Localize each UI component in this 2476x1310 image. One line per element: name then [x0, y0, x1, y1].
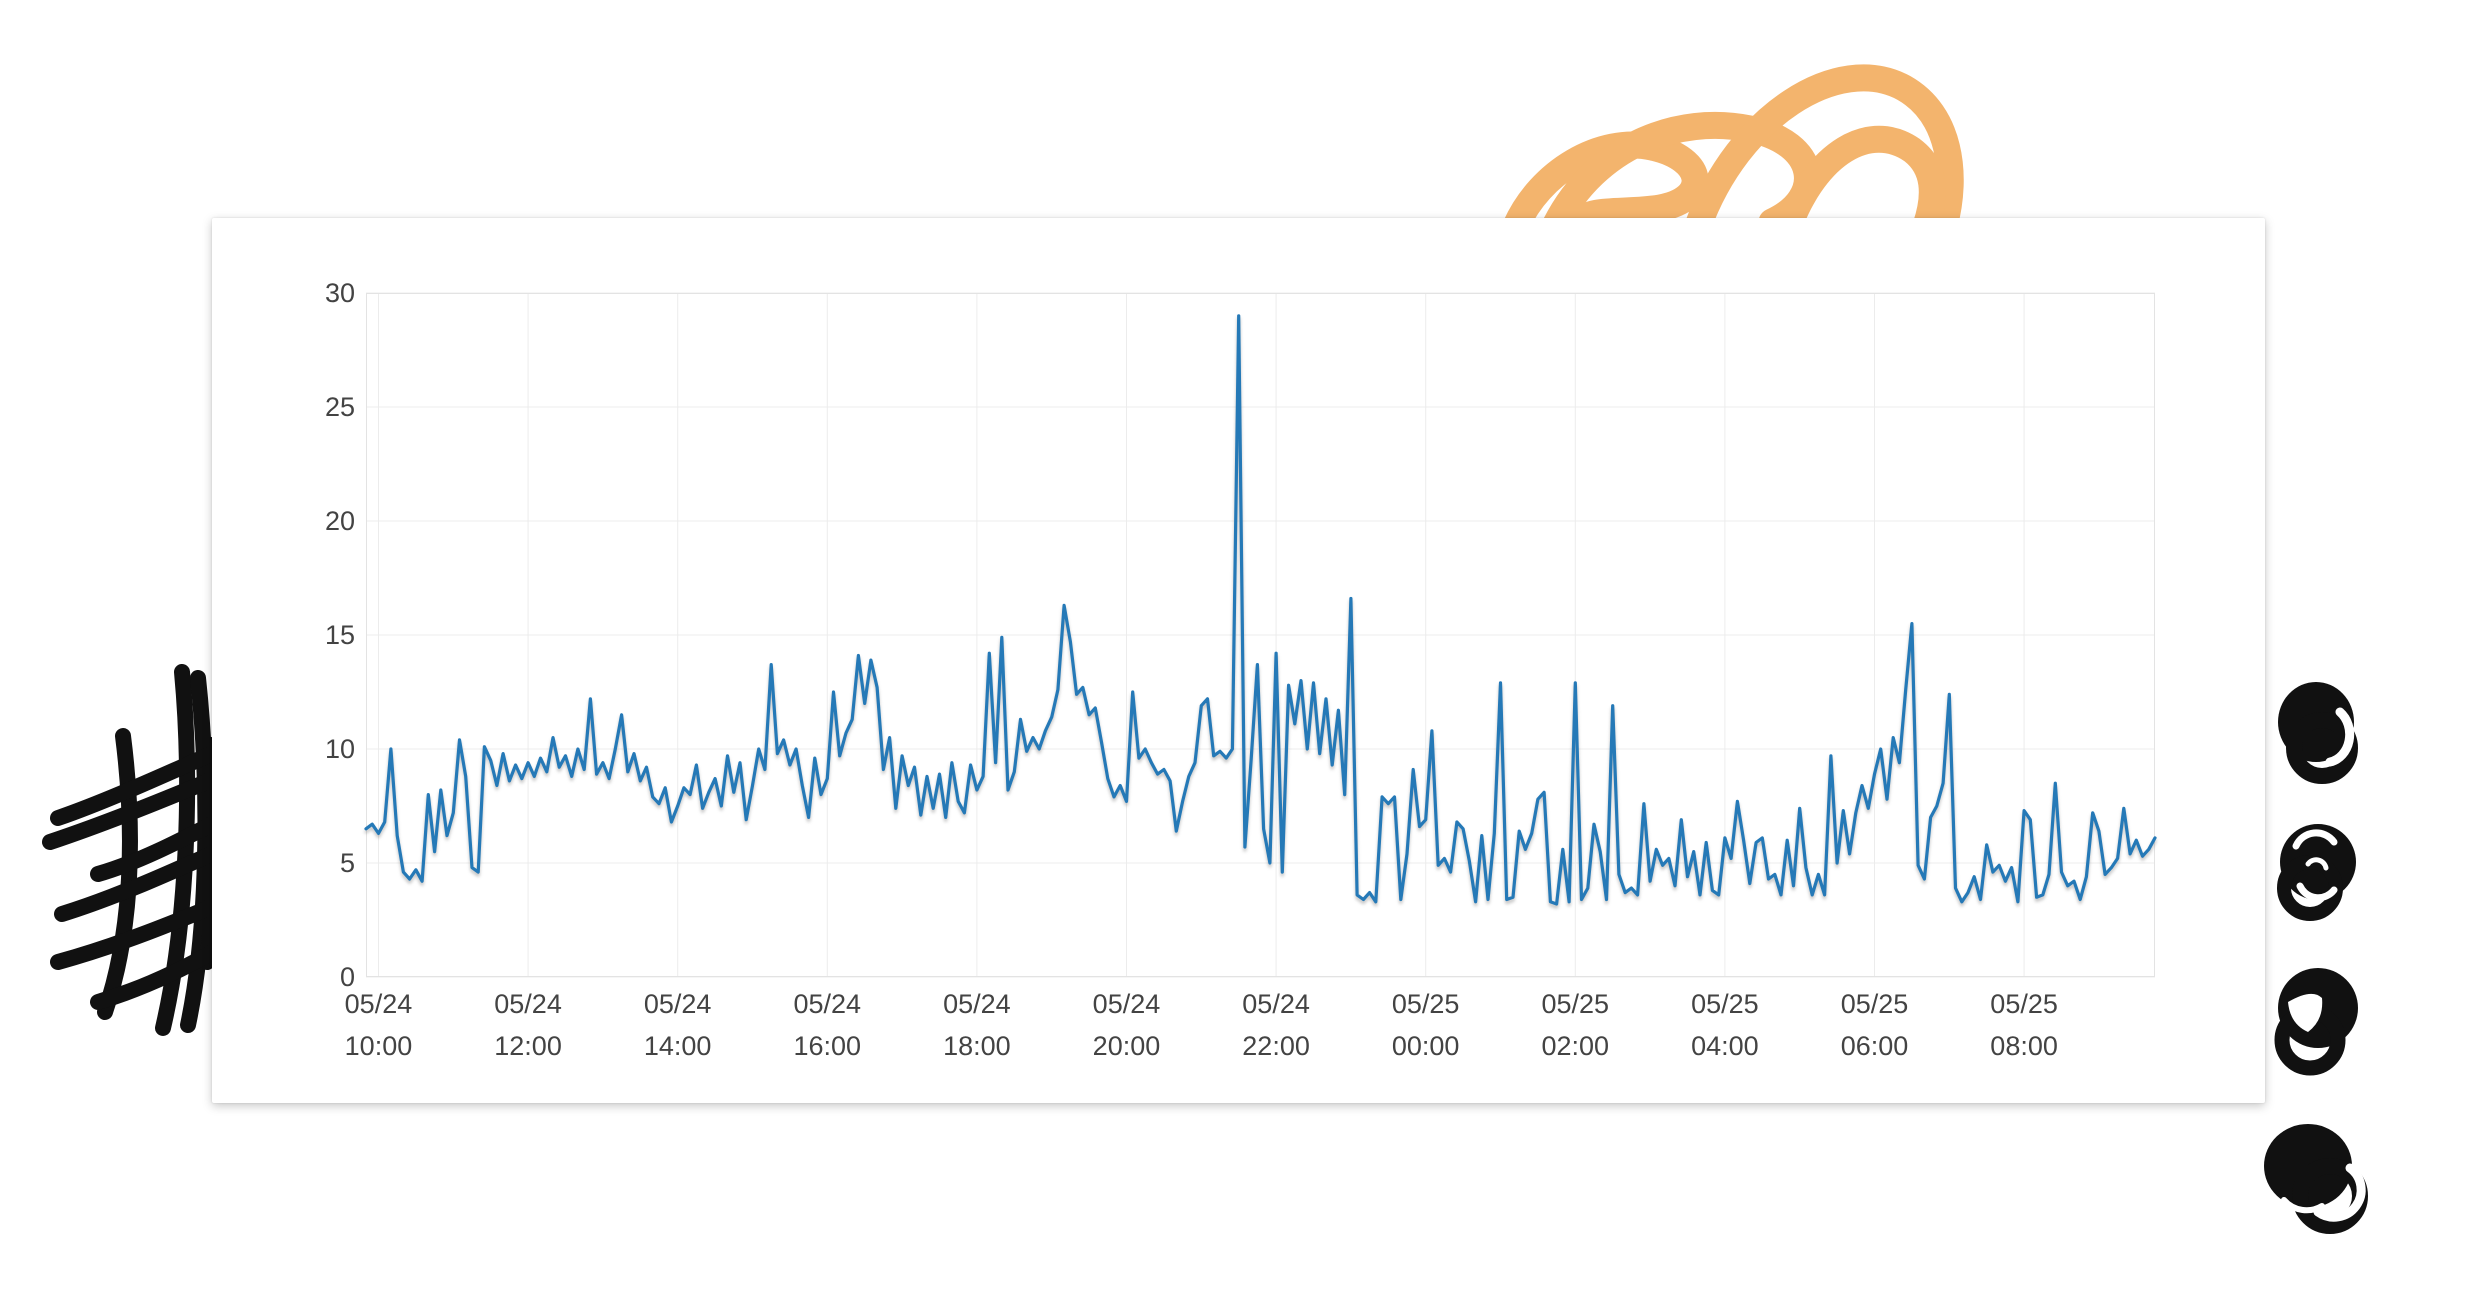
x-tick-date: 05/24 — [943, 989, 1011, 1019]
chart-plot-area[interactable] — [364, 292, 2157, 978]
x-tick-date: 05/24 — [1242, 989, 1310, 1019]
x-tick-time: 14:00 — [643, 1031, 712, 1061]
x-tick-time: 12:00 — [494, 1031, 562, 1061]
x-tick-time: 18:00 — [943, 1031, 1011, 1061]
x-tick-date: 05/24 — [344, 989, 413, 1019]
x-axis-tick-label: 05/24 12:00 — [453, 983, 603, 1067]
y-axis-label: 0 — [339, 962, 355, 992]
y-axis-label: 5 — [339, 848, 355, 878]
x-tick-date: 05/24 — [643, 989, 712, 1019]
black-blob-1 — [2278, 682, 2358, 784]
x-tick-date: 05/25 — [1691, 989, 1759, 1019]
y-axis-label: 15 — [324, 620, 355, 650]
x-axis-tick-label: 05/25 02:00 — [1500, 983, 1650, 1067]
x-tick-date: 05/24 — [494, 989, 562, 1019]
x-tick-date: 05/24 — [1092, 989, 1161, 1019]
x-tick-date: 05/25 — [1990, 989, 2058, 1019]
x-axis-tick-label: 05/24 16:00 — [752, 983, 902, 1067]
black-blob-4 — [2264, 1124, 2368, 1234]
plot-border — [366, 293, 2155, 977]
y-axis-label: 10 — [324, 734, 355, 764]
x-tick-date: 05/25 — [1391, 989, 1460, 1019]
x-tick-time: 10:00 — [344, 1031, 413, 1061]
black-blob-3 — [2274, 968, 2358, 1076]
x-axis-tick-label: 05/24 18:00 — [902, 983, 1052, 1067]
x-tick-time: 04:00 — [1691, 1031, 1759, 1061]
x-tick-time: 08:00 — [1990, 1031, 2058, 1061]
x-axis-tick-label: 05/24 14:00 — [603, 983, 753, 1067]
y-axis-label: 25 — [324, 392, 355, 422]
y-axis-label: 20 — [324, 506, 355, 536]
x-tick-time: 22:00 — [1242, 1031, 1310, 1061]
x-tick-time: 16:00 — [793, 1031, 862, 1061]
black-blob-2 — [2277, 824, 2356, 921]
x-axis-tick-label: 05/24 20:00 — [1051, 983, 1201, 1067]
chart-card: 0 5 10 15 20 25 30 05/24 10:00 05/24 12:00 05/24 14… — [212, 218, 2265, 1103]
x-axis-tick-label: 05/25 00:00 — [1351, 983, 1501, 1067]
x-tick-date: 05/25 — [1840, 989, 1909, 1019]
x-tick-date: 05/25 — [1541, 989, 1610, 1019]
x-tick-time: 00:00 — [1391, 1031, 1460, 1061]
x-tick-time: 20:00 — [1092, 1031, 1161, 1061]
x-axis-tick-label: 05/24 10:00 — [303, 983, 453, 1067]
y-axis-label: 30 — [324, 278, 355, 308]
x-tick-time: 06:00 — [1840, 1031, 1909, 1061]
metric-line-series — [364, 314, 2157, 906]
x-tick-time: 02:00 — [1541, 1031, 1610, 1061]
x-tick-date: 05/24 — [793, 989, 862, 1019]
x-axis-tick-label: 05/25 04:00 — [1650, 983, 1800, 1067]
x-axis-tick-label: 05/24 22:00 — [1201, 983, 1351, 1067]
time-series-chart — [364, 292, 2157, 978]
x-axis-tick-label: 05/25 06:00 — [1799, 983, 1949, 1067]
x-axis-tick-label: 05/25 08:00 — [1949, 983, 2099, 1067]
